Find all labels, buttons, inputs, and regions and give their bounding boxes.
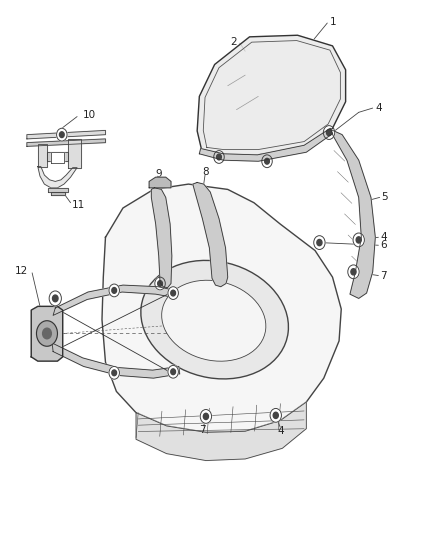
- Circle shape: [323, 126, 335, 140]
- Circle shape: [200, 409, 212, 423]
- Text: 7: 7: [381, 271, 387, 280]
- Text: 4: 4: [375, 103, 382, 113]
- Circle shape: [348, 265, 359, 279]
- Circle shape: [168, 366, 178, 378]
- Polygon shape: [27, 131, 106, 139]
- Polygon shape: [27, 139, 106, 147]
- Text: 11: 11: [72, 200, 85, 211]
- Circle shape: [356, 237, 361, 243]
- Text: 12: 12: [14, 266, 28, 276]
- Circle shape: [60, 132, 64, 138]
- Polygon shape: [38, 166, 77, 188]
- Polygon shape: [199, 128, 332, 161]
- Circle shape: [155, 277, 165, 290]
- Circle shape: [158, 281, 162, 286]
- Circle shape: [265, 158, 269, 164]
- Circle shape: [112, 370, 117, 376]
- Circle shape: [171, 369, 176, 375]
- Circle shape: [317, 239, 322, 246]
- Text: 10: 10: [83, 110, 96, 120]
- Text: 8: 8: [203, 167, 209, 177]
- Circle shape: [42, 328, 51, 339]
- Text: 6: 6: [381, 240, 387, 250]
- Polygon shape: [53, 285, 175, 316]
- Circle shape: [270, 408, 282, 422]
- Polygon shape: [197, 35, 346, 155]
- Circle shape: [262, 155, 272, 167]
- Polygon shape: [151, 188, 172, 288]
- Text: 9: 9: [155, 169, 162, 179]
- Text: 5: 5: [381, 192, 388, 203]
- Polygon shape: [136, 402, 306, 461]
- Polygon shape: [330, 130, 375, 298]
- Circle shape: [109, 284, 120, 297]
- Text: 7: 7: [199, 425, 206, 435]
- Circle shape: [49, 291, 61, 306]
- Circle shape: [203, 413, 208, 419]
- Circle shape: [112, 287, 117, 293]
- Polygon shape: [102, 184, 341, 432]
- Text: 2: 2: [231, 37, 237, 47]
- Text: 4: 4: [381, 232, 387, 243]
- Polygon shape: [193, 182, 228, 287]
- Circle shape: [168, 287, 178, 300]
- Circle shape: [351, 269, 356, 275]
- Circle shape: [217, 154, 221, 160]
- Circle shape: [326, 130, 332, 135]
- Polygon shape: [149, 177, 171, 188]
- Text: 4: 4: [278, 426, 284, 437]
- Circle shape: [53, 295, 58, 302]
- Ellipse shape: [162, 280, 266, 361]
- Polygon shape: [31, 306, 63, 361]
- Circle shape: [57, 128, 67, 141]
- Polygon shape: [38, 144, 46, 166]
- Polygon shape: [46, 152, 68, 161]
- Ellipse shape: [141, 261, 289, 379]
- Text: 1: 1: [330, 17, 336, 27]
- Circle shape: [109, 367, 120, 379]
- Polygon shape: [68, 139, 81, 167]
- Circle shape: [273, 412, 278, 418]
- Circle shape: [171, 290, 176, 296]
- Circle shape: [314, 236, 325, 249]
- Circle shape: [214, 151, 224, 164]
- Polygon shape: [48, 188, 68, 192]
- Circle shape: [36, 321, 57, 346]
- Polygon shape: [52, 343, 180, 378]
- Circle shape: [353, 233, 364, 247]
- Polygon shape: [51, 152, 64, 163]
- Polygon shape: [51, 191, 65, 195]
